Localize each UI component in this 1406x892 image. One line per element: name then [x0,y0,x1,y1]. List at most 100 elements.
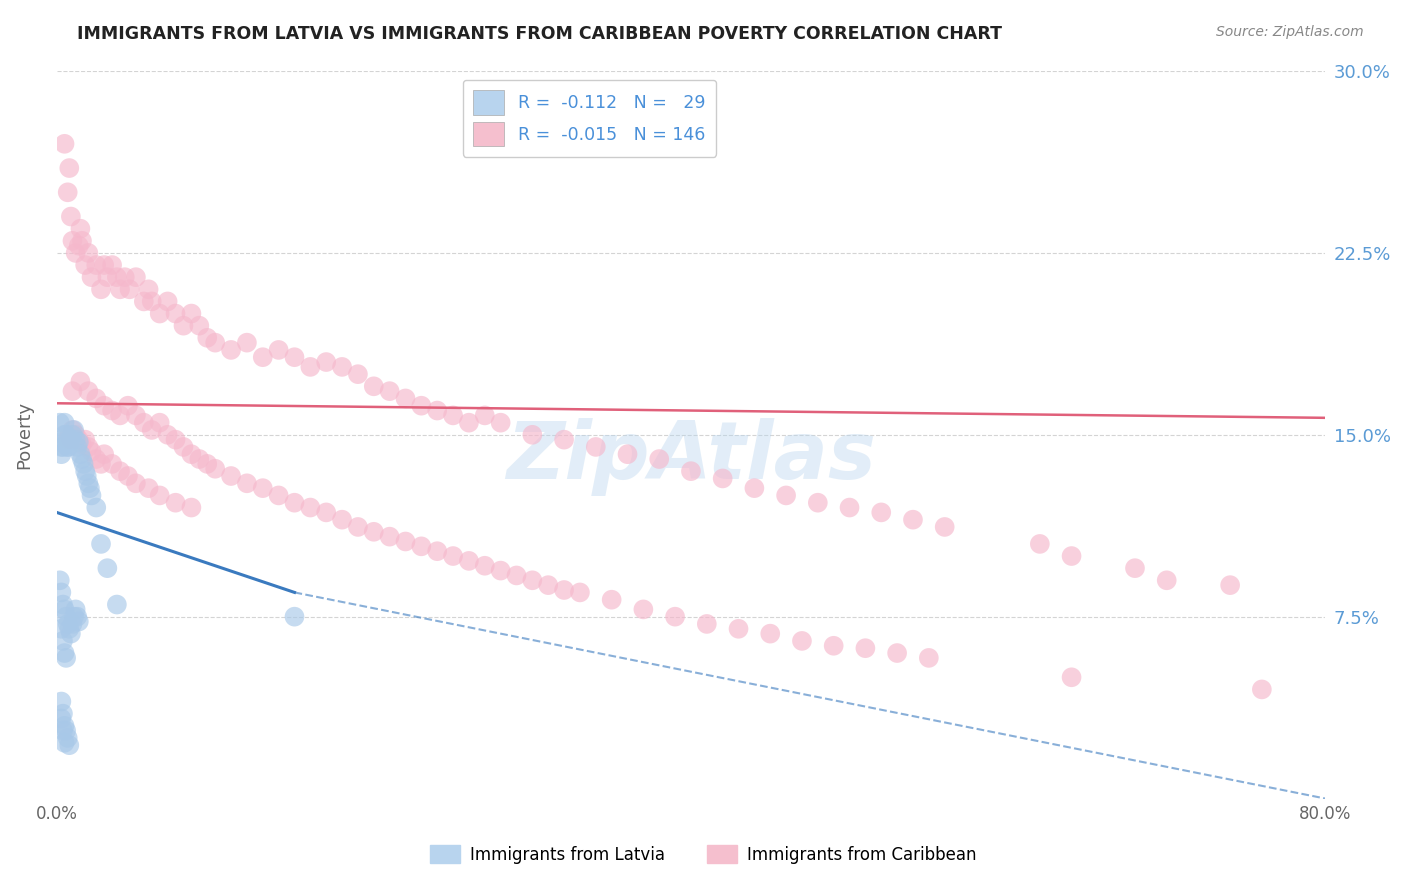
Point [75,258,97,272]
Point [138,481,160,495]
Point [165,307,187,321]
Point [505,568,527,582]
Point [394,392,416,406]
Point [56,186,79,200]
Point [585,440,607,454]
Point [67,615,90,629]
Point [759,626,782,640]
Point [441,549,464,563]
Point [77,246,100,260]
Point [664,609,686,624]
Point [70,234,93,248]
Point [114,270,136,285]
Point [70,437,93,451]
Point [51,435,73,450]
Point [59,433,82,447]
Point [58,427,80,442]
Point [51,585,73,599]
Point [67,433,90,447]
Point [117,469,139,483]
Point [69,375,91,389]
Point [52,706,75,721]
Point [65,427,87,442]
Point [149,416,172,430]
Point [165,433,187,447]
Point [53,736,76,750]
Point [411,539,433,553]
Point [204,335,226,350]
Point [53,602,76,616]
Point [125,476,148,491]
Point [52,634,75,648]
Point [62,423,84,437]
Point [55,427,77,442]
Point [65,433,87,447]
Point [458,554,481,568]
Point [378,530,401,544]
Point [149,307,172,321]
Point [901,513,924,527]
Point [315,505,337,519]
Point [55,651,77,665]
Point [219,469,242,483]
Point [53,427,76,442]
Point [330,359,353,374]
Point [363,379,385,393]
Point [93,258,115,272]
Point [474,409,496,423]
Point [58,161,80,175]
Point [138,282,160,296]
Point [93,447,115,461]
Point [267,488,290,502]
Point [1219,578,1241,592]
Point [283,350,305,364]
Point [790,634,813,648]
Point [394,534,416,549]
Point [838,500,860,515]
Point [65,246,87,260]
Point [59,210,82,224]
Point [90,537,112,551]
Point [141,294,163,309]
Point [426,403,449,417]
Point [58,433,80,447]
Point [51,440,73,454]
Point [553,433,575,447]
Point [172,318,194,333]
Point [105,270,128,285]
Point [72,457,94,471]
Text: ZipAtlas: ZipAtlas [506,417,876,496]
Point [522,427,544,442]
Point [93,399,115,413]
Point [132,416,155,430]
Point [52,598,75,612]
Point [252,481,274,495]
Point [59,626,82,640]
Point [51,694,73,708]
Point [51,447,73,461]
Point [180,500,202,515]
Point [69,221,91,235]
Point [84,392,107,406]
Point [62,384,84,399]
Point [283,609,305,624]
Point [823,639,845,653]
Point [347,367,370,381]
Point [489,564,512,578]
Point [77,440,100,454]
Legend: R =  -0.112   N =   29, R =  -0.015   N = 146: R = -0.112 N = 29, R = -0.015 N = 146 [463,79,716,157]
Point [172,440,194,454]
Point [236,476,259,491]
Point [62,427,84,442]
Point [62,234,84,248]
Point [56,440,79,454]
Point [347,520,370,534]
Point [53,719,76,733]
Y-axis label: Poverty: Poverty [15,401,32,469]
Point [90,282,112,296]
Point [51,712,73,726]
Point [1029,537,1052,551]
Point [66,609,89,624]
Point [188,452,211,467]
Point [63,609,86,624]
